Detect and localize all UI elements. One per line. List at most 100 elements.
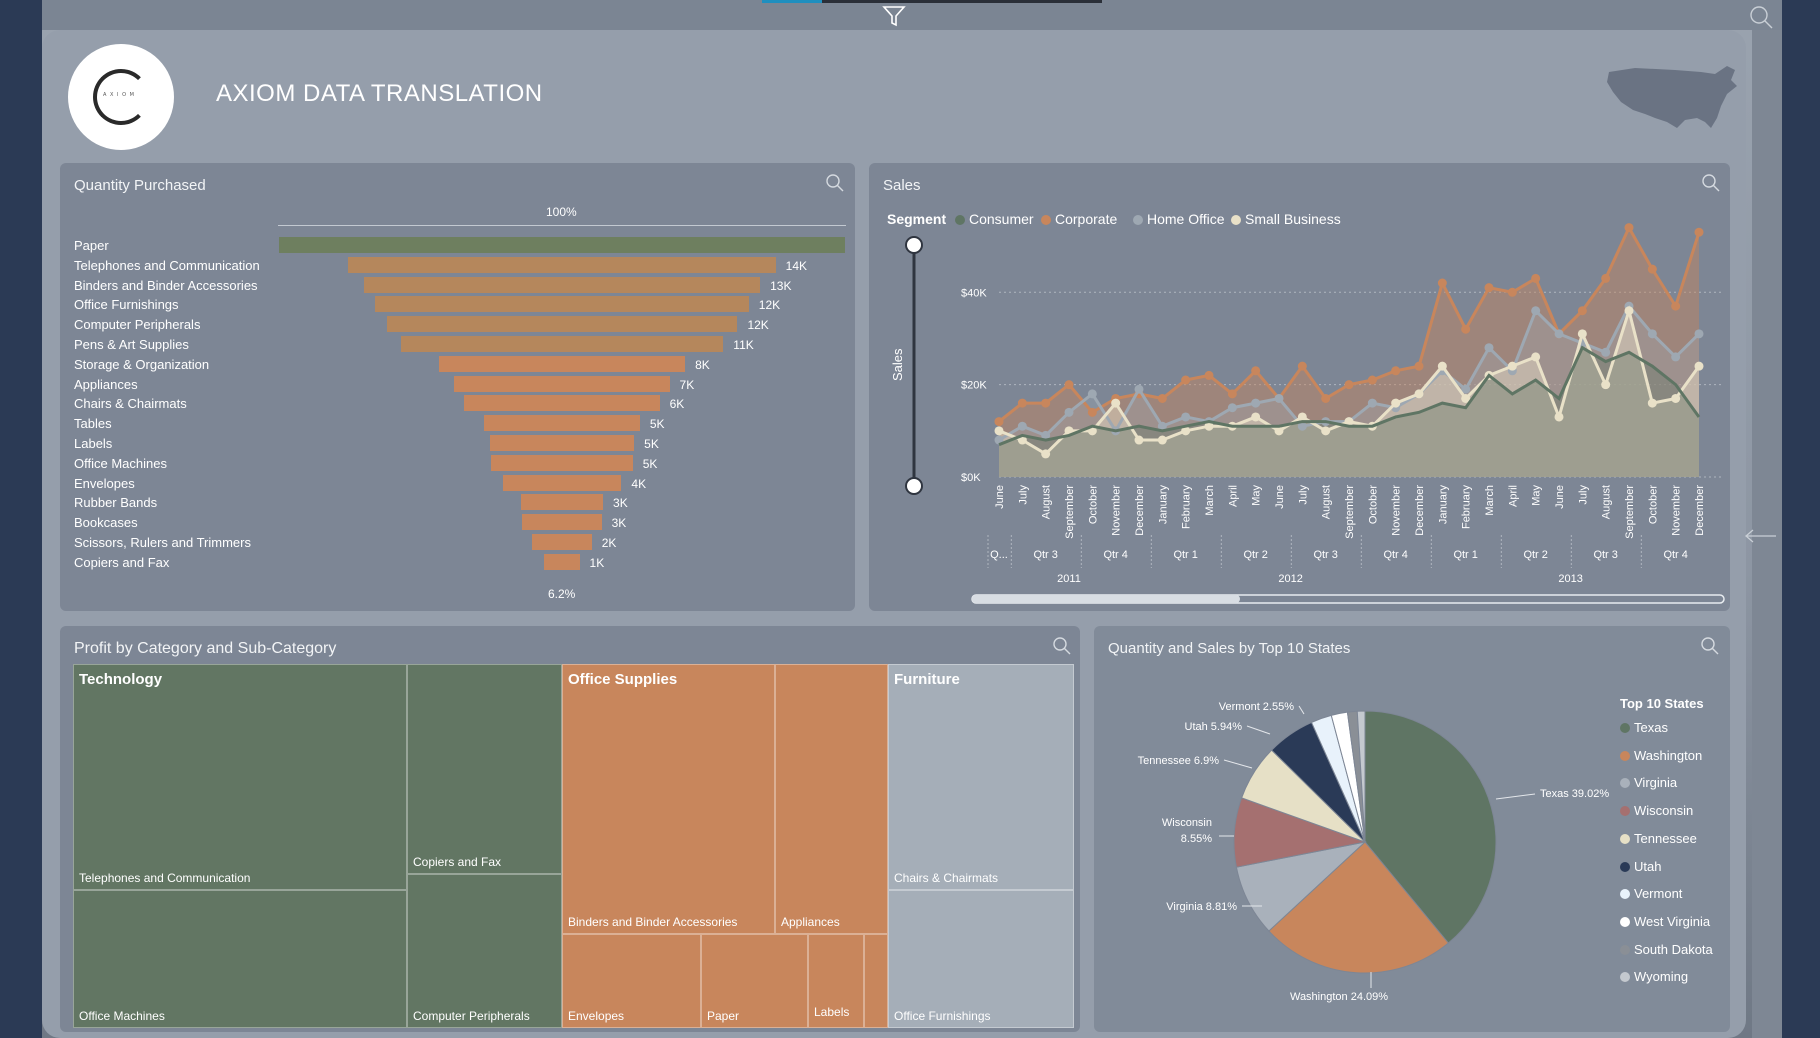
search-icon[interactable] [825,173,845,193]
treemap-cell-other-supplies[interactable] [864,934,888,1028]
funnel-bar[interactable] [502,474,622,491]
treemap-cell-chairs[interactable]: Furniture Chairs & Chairmats [888,664,1074,890]
series-point[interactable] [1181,426,1191,436]
series-point[interactable] [1437,361,1447,371]
legend-item[interactable]: Virginia [1620,775,1677,790]
treemap-cell-computer-peripherals[interactable]: Computer Peripherals [407,874,562,1028]
funnel-bar[interactable] [544,553,580,570]
funnel-bar[interactable] [489,435,635,451]
search-icon[interactable] [1052,636,1072,656]
treemap-cell-paper[interactable]: Paper [701,934,808,1028]
series-point[interactable] [994,426,1004,436]
legend-item[interactable]: Tennessee [1620,831,1697,846]
series-point[interactable] [1461,384,1471,394]
funnel-bar[interactable] [484,415,640,432]
series-point[interactable] [1507,361,1517,371]
series-point[interactable] [1671,393,1681,403]
series-point[interactable] [1321,393,1331,403]
series-point[interactable] [1624,223,1634,233]
series-point[interactable] [1531,352,1541,362]
series-point[interactable] [1041,430,1051,440]
series-point[interactable] [1297,412,1307,422]
series-point[interactable] [1647,264,1657,274]
back-arrow-icon[interactable] [1744,528,1778,544]
page-tab-strip[interactable] [822,0,1102,3]
series-point[interactable] [1251,398,1261,408]
series-point[interactable] [1204,421,1214,431]
series-point[interactable] [1577,306,1587,316]
series-point[interactable] [1391,366,1401,376]
funnel-bar[interactable] [454,375,670,392]
funnel-bar[interactable] [491,454,633,471]
pie-slice[interactable] [1268,841,1450,974]
series-point[interactable] [1227,389,1237,399]
series-point[interactable] [1321,426,1331,436]
legend-item[interactable]: Wyoming [1620,969,1688,984]
range-slider-handle-bottom[interactable] [905,477,923,495]
funnel-bar[interactable] [279,237,845,253]
series-point[interactable] [1554,412,1564,422]
series-point[interactable] [1647,329,1657,339]
series-point[interactable] [1111,398,1121,408]
series-point[interactable] [1414,389,1424,399]
series-point[interactable] [1251,412,1261,422]
series-point[interactable] [1134,435,1144,445]
search-icon[interactable] [1701,173,1721,193]
series-point[interactable] [1531,306,1541,316]
series-point[interactable] [1531,273,1541,283]
legend-item[interactable]: Wisconsin [1620,803,1693,818]
filter-icon[interactable] [882,4,906,28]
series-point[interactable] [1064,407,1074,417]
legend-item[interactable]: Small Business [1231,211,1341,227]
series-point[interactable] [1017,421,1027,431]
treemap-cell-copiers[interactable]: Copiers and Fax [407,664,562,874]
series-point[interactable] [1391,398,1401,408]
series-point[interactable] [1577,329,1587,339]
series-point[interactable] [1601,273,1611,283]
series-point[interactable] [1367,398,1377,408]
series-point[interactable] [1017,398,1027,408]
funnel-bar[interactable] [464,395,660,412]
treemap-cell-binders[interactable]: Office Supplies Binders and Binder Acces… [562,664,775,934]
series-point[interactable] [1344,380,1354,390]
series-point[interactable] [1157,393,1167,403]
series-line[interactable] [998,345,1701,447]
series-point[interactable] [1227,403,1237,413]
series-point[interactable] [1414,361,1424,371]
series-point[interactable] [1694,361,1704,371]
legend-item[interactable]: Vermont [1620,886,1682,901]
series-point[interactable] [1087,407,1097,417]
series-point[interactable] [1671,352,1681,362]
series-point[interactable] [1041,398,1051,408]
sales-card[interactable]: Sales Segment Consumer Corporate Home Offi… [869,163,1730,611]
series-point[interactable] [994,417,1004,427]
treemap-cell-envelopes[interactable]: Envelopes [562,934,701,1028]
legend-item[interactable]: Washington [1620,748,1702,763]
page-tab-active[interactable] [762,0,822,3]
legend-item[interactable]: Utah [1620,859,1661,874]
series-point[interactable] [1624,306,1634,316]
series-point[interactable] [1647,398,1657,408]
series-point[interactable] [1671,301,1681,311]
search-icon[interactable] [1700,636,1720,656]
treemap-cell-appliances[interactable]: Appliances [775,664,888,934]
legend-item[interactable]: West Virginia [1620,914,1710,929]
funnel-bar[interactable] [400,336,724,352]
series-point[interactable] [1344,417,1354,427]
series-point[interactable] [1601,347,1611,357]
series-point[interactable] [1554,329,1564,339]
range-slider-handle-top[interactable] [905,236,923,254]
series-point[interactable] [1461,324,1471,334]
treemap-cell-office-machines[interactable]: Office Machines [73,890,407,1028]
series-point[interactable] [1461,393,1471,403]
top-states-card[interactable]: Quantity and Sales by Top 10 States Texa… [1094,626,1730,1032]
series-point[interactable] [1297,421,1307,431]
funnel-bar[interactable] [348,256,776,273]
series-point[interactable] [1041,449,1051,459]
funnel-bar[interactable] [363,276,761,293]
series-point[interactable] [1484,343,1494,353]
legend-item[interactable]: South Dakota [1620,942,1713,957]
series-point[interactable] [1157,421,1167,431]
series-point[interactable] [1181,375,1191,385]
series-point[interactable] [1274,426,1284,436]
